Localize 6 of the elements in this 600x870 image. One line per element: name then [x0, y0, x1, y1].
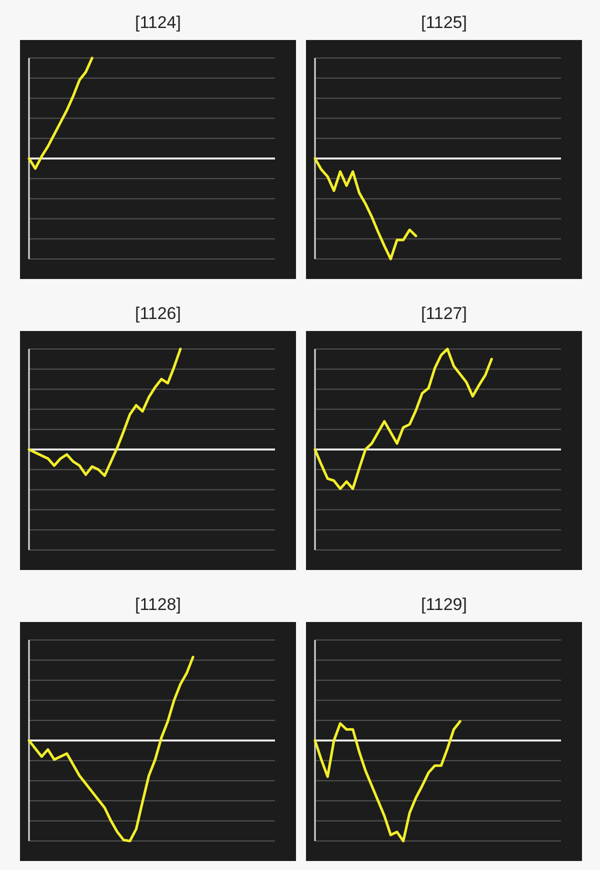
- chart-title: [1124]: [134, 13, 182, 32]
- chart-title: [1128]: [134, 595, 182, 614]
- chart-title: [1127]: [420, 304, 468, 323]
- chart-title: [1126]: [134, 304, 182, 323]
- chart-title: [1125]: [420, 13, 468, 32]
- chart-title: [1129]: [420, 595, 468, 614]
